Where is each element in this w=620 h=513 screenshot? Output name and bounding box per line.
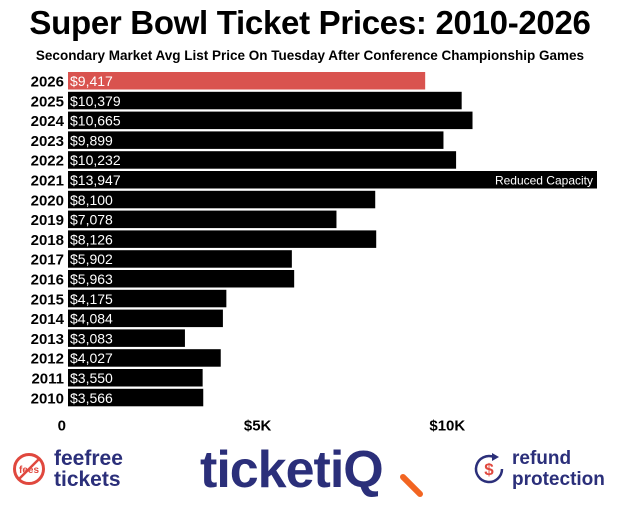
year-label-2015: 2015 <box>31 291 64 308</box>
value-label-2023: $9,899 <box>70 132 113 148</box>
refund-line1: refund <box>512 448 572 469</box>
bar-2024 <box>68 111 473 130</box>
chart-title: Super Bowl Ticket Prices: 2010-2026 <box>29 4 591 41</box>
bar-2017 <box>68 250 292 268</box>
magnifier-tail-icon <box>400 474 423 497</box>
ticketiq-accent: iQ <box>329 441 384 499</box>
year-label-2024: 2024 <box>31 113 65 130</box>
bar-2025 <box>68 91 462 110</box>
bar-2016 <box>68 270 295 288</box>
value-label-2017: $5,902 <box>70 251 113 267</box>
year-label-2021: 2021 <box>31 173 64 190</box>
year-label-2025: 2025 <box>31 93 64 110</box>
feefree-line1: feefree <box>54 447 123 470</box>
no-fees-icon-label: fees <box>19 465 39 476</box>
bar-2014 <box>68 309 223 328</box>
bar-2015 <box>68 289 227 308</box>
x-tick-0: 0 <box>58 418 66 435</box>
bar-2018 <box>68 230 377 248</box>
year-label-2022: 2022 <box>31 153 64 170</box>
bar-2023 <box>68 131 444 149</box>
ticketiq-logo[interactable]: ticketiQ <box>200 441 423 499</box>
year-label-2012: 2012 <box>31 351 64 368</box>
value-label-2016: $5,963 <box>70 271 113 287</box>
feefree-tickets-logo[interactable]: fees feefree tickets <box>12 448 123 490</box>
year-label-2010: 2010 <box>31 390 64 407</box>
bar-2021 <box>68 171 597 189</box>
year-label-2026: 2026 <box>31 74 64 91</box>
value-label-2026: $9,417 <box>70 73 113 89</box>
bar-2010 <box>68 388 204 407</box>
year-label-2018: 2018 <box>31 232 64 249</box>
value-label-2010: $3,566 <box>70 390 113 406</box>
bar-2012 <box>68 349 221 367</box>
bar-2022 <box>68 151 457 169</box>
value-label-2013: $3,083 <box>70 330 113 346</box>
refund-line2: protection <box>512 469 605 490</box>
feefree-line2: tickets <box>54 468 121 491</box>
bar-2026 <box>68 72 426 90</box>
bar-2019 <box>68 210 337 229</box>
value-label-2021: $13,947 <box>70 172 121 188</box>
no-fees-icon: fees <box>13 453 45 485</box>
bar-2011 <box>68 369 203 387</box>
refund-dollar-icon: $ <box>474 453 504 484</box>
year-label-2020: 2020 <box>31 192 64 209</box>
value-label-2025: $10,379 <box>70 93 121 109</box>
logo-strip: fees feefree tickets ticketiQ $ refund p… <box>0 440 620 513</box>
bar-chart: 2026 $9,417 2025 $10,379 2024 $10,665 2023 $9,8… <box>31 72 597 435</box>
value-label-2019: $7,078 <box>70 212 113 228</box>
year-label-2023: 2023 <box>31 133 64 150</box>
value-label-2022: $10,232 <box>70 152 121 168</box>
value-label-2018: $8,126 <box>70 231 113 247</box>
refund-protection-logo[interactable]: $ refund protection <box>472 448 605 490</box>
year-label-2019: 2019 <box>31 212 64 229</box>
x-tick-2: $10K <box>429 418 465 435</box>
x-tick-1: $5K <box>244 418 272 435</box>
year-label-2017: 2017 <box>31 252 64 269</box>
refund-dollar-symbol: $ <box>484 460 494 479</box>
annotation-0: Reduced Capacity <box>495 174 593 188</box>
bar-2013 <box>68 329 185 347</box>
value-label-2012: $4,027 <box>70 350 113 366</box>
year-label-2016: 2016 <box>31 272 64 289</box>
value-label-2020: $8,100 <box>70 192 113 208</box>
bar-2020 <box>68 190 376 209</box>
value-label-2024: $10,665 <box>70 113 121 129</box>
ticketiq-main: ticket <box>200 441 331 499</box>
year-label-2013: 2013 <box>31 331 64 348</box>
year-label-2011: 2011 <box>31 371 64 388</box>
chart-subtitle: Secondary Market Avg List Price On Tuesd… <box>35 48 585 63</box>
value-label-2015: $4,175 <box>70 291 113 307</box>
value-label-2011: $3,550 <box>70 370 113 386</box>
year-label-2014: 2014 <box>31 311 65 328</box>
value-label-2014: $4,084 <box>70 311 113 327</box>
